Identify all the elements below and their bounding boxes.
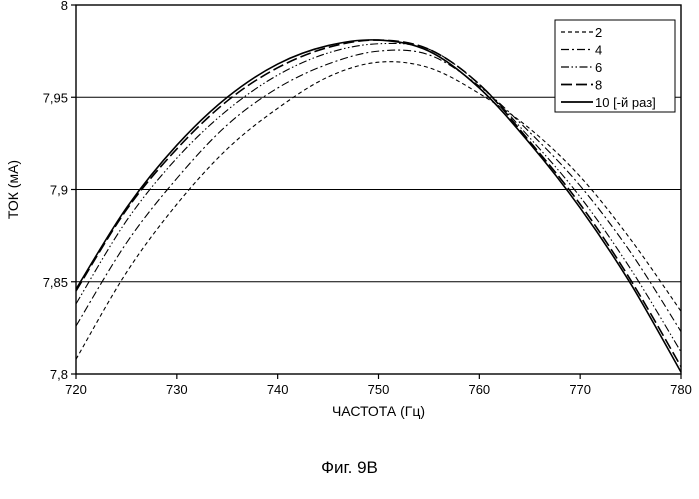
x-tick-label: 740 xyxy=(267,382,289,397)
y-tick-label: 7,8 xyxy=(50,367,68,382)
legend-label: 4 xyxy=(595,43,602,58)
y-tick-label: 8 xyxy=(61,0,68,13)
y-tick-label: 7,85 xyxy=(43,275,68,290)
y-axis-ticks: 7,8 7,85 7,9 7,95 8 xyxy=(43,0,76,382)
y-tick-label: 7,9 xyxy=(50,183,68,198)
legend-label: 10 [-й раз] xyxy=(595,95,656,110)
y-tick-label: 7,95 xyxy=(43,90,68,105)
x-tick-label: 770 xyxy=(569,382,591,397)
x-axis-label: ЧАСТОТА (Гц) xyxy=(332,403,425,419)
x-tick-label: 730 xyxy=(166,382,188,397)
figure-caption: Фиг. 9B xyxy=(321,458,378,477)
x-axis-ticks: 720 730 740 750 760 770 780 xyxy=(65,374,692,397)
x-tick-label: 750 xyxy=(368,382,390,397)
legend-label: 8 xyxy=(595,78,602,93)
legend-box xyxy=(554,19,676,113)
series-line-3 xyxy=(75,42,682,353)
series-line-2 xyxy=(75,49,682,332)
current-frequency-chart: 7,8 7,85 7,9 7,95 8 720 730 740 750 760 770 780 ЧА… xyxy=(5,0,692,419)
legend-label: 6 xyxy=(595,60,602,75)
legend: 2 4 6 8 10 [-й раз] xyxy=(554,19,676,113)
x-tick-label: 720 xyxy=(65,382,87,397)
y-axis-label: ТОК (мА) xyxy=(5,160,21,219)
x-tick-label: 780 xyxy=(670,382,692,397)
series-line-5 xyxy=(75,39,682,373)
legend-label: 2 xyxy=(595,25,602,40)
data-series xyxy=(75,39,682,373)
x-tick-label: 760 xyxy=(468,382,490,397)
